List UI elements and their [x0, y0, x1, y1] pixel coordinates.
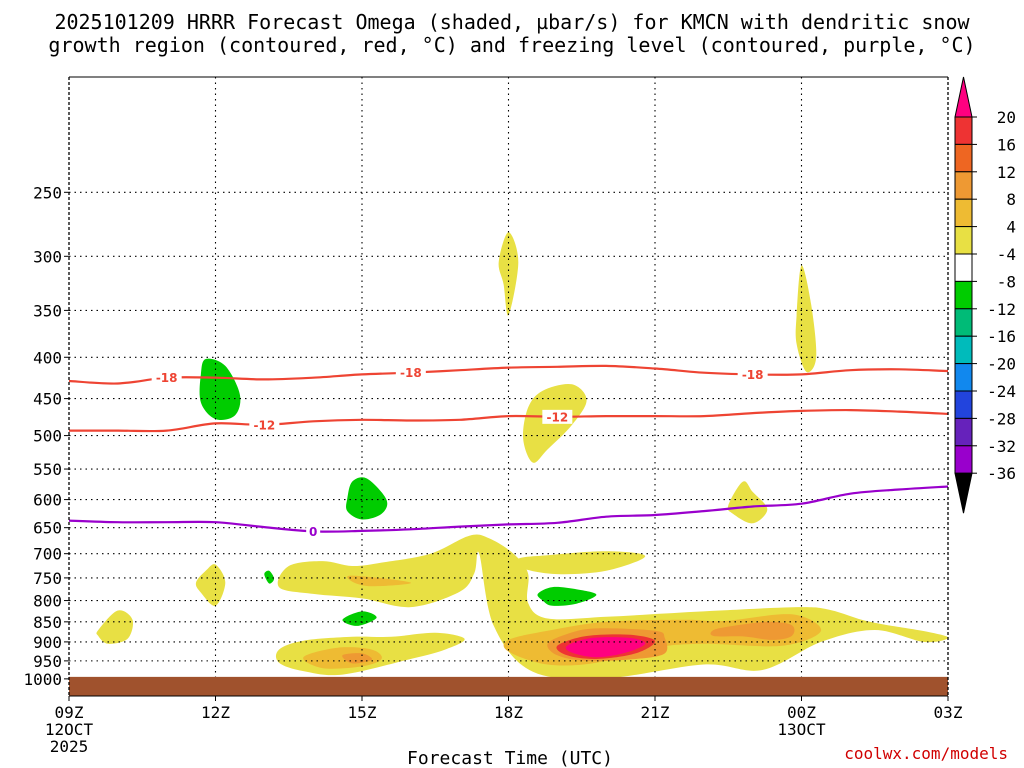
- contour-line-1: [68, 408, 949, 433]
- omega-region-1: [516, 551, 646, 575]
- colorbar-swatch-11: [954, 417, 973, 447]
- omega-region-7: [795, 265, 817, 373]
- colorbar-swatch-9: [954, 363, 973, 392]
- colorbar-swatch-5: [954, 253, 973, 282]
- colorbar-swatch-1: [954, 143, 973, 173]
- omega-region-13: [710, 621, 795, 640]
- colorbar-label-6: -8: [997, 272, 1016, 291]
- contour-label-0-0: -18: [156, 371, 178, 385]
- omega-region-10: [303, 647, 382, 669]
- colorbar-label-5: -4: [997, 245, 1016, 264]
- y-tick-label-850: 850: [33, 613, 62, 632]
- contour-line-2: [68, 485, 949, 533]
- omega-region-19: [537, 586, 597, 606]
- contour-label-bg-0-0: [151, 370, 182, 385]
- x-tick-label-09Z: 09Z: [55, 703, 84, 722]
- ground-layer: [69, 676, 948, 696]
- x-tick-label-15Z: 15Z: [348, 703, 377, 722]
- omega-region-8: [727, 481, 768, 524]
- omega-shaded-regions: [96, 232, 949, 680]
- y-tick-label-1000: 1000: [23, 670, 62, 689]
- x-tick-label-21Z: 21Z: [641, 703, 670, 722]
- x-tick-label-18Z: 18Z: [494, 703, 523, 722]
- ground-fill: [69, 676, 948, 696]
- omega-region-17: [199, 358, 241, 420]
- x-tick-date-09Z: 12OCT: [45, 720, 94, 739]
- y-tick-label-350: 350: [33, 301, 62, 320]
- colorbar-label-2: 12: [997, 163, 1016, 182]
- colorbar-swatch-2: [954, 171, 973, 200]
- y-tick-label-750: 750: [33, 569, 62, 588]
- colorbar-swatch-8: [954, 335, 973, 365]
- credit-text: coolwx.com/models: [844, 744, 1008, 763]
- contour-label-1-1: -12: [546, 410, 568, 424]
- x-tick-label-00Z: 00Z: [787, 703, 816, 722]
- contour-line-0: [68, 364, 949, 385]
- contour-label-bg-1-1: [542, 409, 573, 424]
- y-tick-label-600: 600: [33, 491, 62, 510]
- colorbar-label-4: 4: [1006, 218, 1016, 237]
- contour-label-bg-0-1: [395, 365, 426, 380]
- colorbar-swatch-3: [954, 198, 973, 228]
- colorbar-label-10: -24: [987, 382, 1016, 401]
- contour-label-2-0: 0: [309, 525, 317, 539]
- y-tick-label-450: 450: [33, 390, 62, 409]
- y-tick-label-400: 400: [33, 348, 62, 367]
- y-tick-label-800: 800: [33, 592, 62, 611]
- temperature-contours: -18 -18 -18 -12 -12 0: [68, 364, 949, 539]
- contour-label-bg-2-0: [306, 524, 321, 539]
- omega-region-4: [195, 564, 226, 606]
- x-axis-label: Forecast Time (UTC): [407, 748, 613, 768]
- colorbar-label-7: -12: [987, 300, 1016, 319]
- y-tick-label-500: 500: [33, 427, 62, 446]
- contour-label-0-1: -18: [400, 366, 422, 380]
- omega-region-20: [342, 611, 377, 626]
- x-tick-date-00Z: 13OCT: [777, 720, 826, 739]
- x-tick-label-12Z: 12Z: [201, 703, 230, 722]
- y-tick-label-300: 300: [33, 247, 62, 266]
- y-tick-label-700: 700: [33, 545, 62, 564]
- colorbar-swatch-7: [954, 308, 973, 337]
- x-tick-year-09Z: 2025: [50, 737, 89, 756]
- colorbar-label-12: -32: [987, 437, 1016, 456]
- contour-label-0-2: -18: [742, 368, 764, 382]
- colorbar-label-0: 20: [997, 108, 1016, 127]
- colorbar-label-13: -36: [987, 464, 1016, 483]
- colorbar-swatch-10: [954, 390, 973, 419]
- chart-title-line-1: 2025101209 HRRR Forecast Omega (shaded, …: [54, 10, 970, 34]
- y-axis-tick-labels: 2503003504004505005506006507007508008509…: [23, 183, 69, 689]
- y-tick-label-900: 900: [33, 633, 62, 652]
- contour-label-1-0: -12: [253, 418, 275, 432]
- omega-region-18: [346, 477, 388, 520]
- colorbar-swatch-0: [954, 116, 973, 145]
- colorbar-label-8: -16: [987, 327, 1016, 346]
- y-tick-label-550: 550: [33, 460, 62, 479]
- colorbar-label-11: -28: [987, 409, 1016, 428]
- omega-region-3: [96, 610, 134, 644]
- colorbar-label-3: 8: [1006, 190, 1016, 209]
- y-tick-label-950: 950: [33, 652, 62, 671]
- x-tick-label-03Z: 03Z: [934, 703, 963, 722]
- y-tick-label-650: 650: [33, 519, 62, 538]
- colorbar-bottom-arrow: [954, 472, 973, 514]
- omega-region-6: [498, 232, 519, 316]
- colorbar-top-arrow: [954, 76, 973, 118]
- chart-title-line-2: growth region (contoured, red, °C) and f…: [48, 33, 975, 57]
- omega-region-11: [347, 575, 412, 587]
- colorbar-label-9: -20: [987, 355, 1016, 374]
- colorbar: 20 16 12 8 4 -4 -8 -12 -16 -20 -24 -28 -32 -36: [954, 76, 1016, 514]
- colorbar-swatch-12: [954, 445, 973, 474]
- colorbar-swatch-4: [954, 226, 973, 255]
- colorbar-label-1: 16: [997, 135, 1016, 154]
- contour-label-bg-1-0: [249, 417, 280, 432]
- contour-label-bg-0-2: [737, 367, 768, 382]
- y-tick-label-250: 250: [33, 183, 62, 202]
- colorbar-swatch-6: [954, 280, 973, 310]
- omega-region-21: [264, 570, 275, 584]
